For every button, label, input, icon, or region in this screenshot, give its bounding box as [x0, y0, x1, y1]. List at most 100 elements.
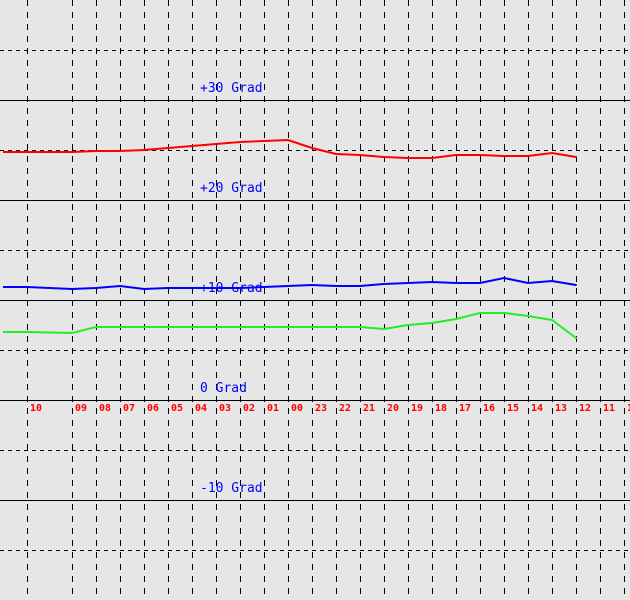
x-tick-label: 07 — [123, 403, 135, 414]
series-line-0 — [3, 138, 577, 159]
data-point — [26, 331, 28, 333]
data-point — [143, 288, 145, 290]
data-point — [479, 282, 481, 284]
data-point — [239, 326, 241, 328]
x-axis-labels: 10 09 08 07 06 05 04 03 02 01 00 23 22 21 20 19 18 17 16 15… — [30, 403, 630, 414]
y-tick-label: +30 Grad — [200, 81, 263, 96]
data-point — [119, 150, 121, 152]
data-point — [143, 326, 145, 328]
x-tick-label: 00 — [291, 403, 303, 414]
data-point — [71, 288, 73, 290]
data-point — [335, 326, 337, 328]
data-point — [407, 282, 409, 284]
series-group — [3, 138, 577, 339]
data-point — [431, 157, 433, 159]
data-point — [215, 143, 217, 145]
data-point — [191, 326, 193, 328]
data-point — [431, 322, 433, 324]
data-point — [383, 328, 385, 330]
data-point — [95, 326, 97, 328]
data-point — [26, 286, 28, 288]
data-point — [311, 284, 313, 286]
data-point — [71, 151, 73, 153]
data-point — [575, 156, 577, 158]
data-point — [479, 312, 481, 314]
data-point — [263, 286, 265, 288]
x-tick-label: 21 — [363, 403, 375, 414]
data-point — [551, 280, 553, 282]
data-point — [383, 283, 385, 285]
data-point — [143, 149, 145, 151]
x-tick-label: 17 — [459, 403, 471, 414]
x-tick-label: 14 — [531, 403, 543, 414]
x-tick-label: 03 — [219, 403, 231, 414]
x-tick-label: 12 — [579, 403, 591, 414]
series-line-2 — [3, 312, 577, 339]
x-tick-label: 09 — [75, 403, 87, 414]
data-point — [95, 150, 97, 152]
data-point — [479, 154, 481, 156]
data-point — [167, 326, 169, 328]
data-point — [287, 285, 289, 287]
data-point — [119, 326, 121, 328]
data-point — [455, 282, 457, 284]
data-point — [407, 324, 409, 326]
data-point — [503, 312, 505, 314]
data-point — [527, 155, 529, 157]
data-point — [335, 285, 337, 287]
data-point — [575, 337, 577, 339]
data-point — [551, 152, 553, 154]
data-point — [263, 140, 265, 142]
x-tick-label: 05 — [171, 403, 183, 414]
x-tick-label: 02 — [243, 403, 255, 414]
data-point — [71, 332, 73, 334]
data-point — [359, 326, 361, 328]
y-tick-label: +10 Grad — [200, 281, 263, 296]
data-point — [191, 145, 193, 147]
data-point — [407, 157, 409, 159]
y-tick-label: +20 Grad — [200, 181, 263, 196]
data-point — [335, 153, 337, 155]
data-point — [239, 287, 241, 289]
data-point — [191, 287, 193, 289]
x-tick-label: 01 — [267, 403, 279, 414]
x-tick-label: 13 — [555, 403, 567, 414]
data-point — [575, 284, 577, 286]
data-point — [215, 287, 217, 289]
data-point — [119, 285, 121, 287]
y-tick-label: -10 Grad — [200, 481, 263, 496]
x-tick-label: 1 — [627, 403, 630, 414]
data-point — [167, 147, 169, 149]
x-tick-label: 08 — [99, 403, 111, 414]
data-point — [359, 154, 361, 156]
x-tick-label: 22 — [339, 403, 351, 414]
data-point — [431, 281, 433, 283]
x-tick-label: 04 — [195, 403, 207, 414]
data-point — [287, 326, 289, 328]
series-line-1 — [3, 276, 577, 291]
x-tick-label: 19 — [411, 403, 423, 414]
data-point — [455, 318, 457, 320]
data-point — [263, 326, 265, 328]
data-point — [311, 326, 313, 328]
x-tick-label: 15 — [507, 403, 519, 414]
x-tick-label: 16 — [483, 403, 495, 414]
data-point — [383, 156, 385, 158]
data-point — [215, 326, 217, 328]
data-point — [95, 287, 97, 289]
x-tick-label: 18 — [435, 403, 447, 414]
data-point — [359, 285, 361, 287]
data-point — [311, 147, 313, 149]
data-point — [551, 319, 553, 321]
x-tick-label: 20 — [387, 403, 399, 414]
y-axis-labels: +30 Grad +20 Grad +10 Grad 0 Grad -10 Grad — [200, 81, 263, 496]
x-tick-label: 23 — [315, 403, 327, 414]
data-point — [527, 315, 529, 317]
data-point — [26, 151, 28, 153]
data-point — [455, 154, 457, 156]
x-tick-label: 11 — [603, 403, 615, 414]
x-tick-label: 10 — [30, 403, 42, 414]
data-point — [167, 287, 169, 289]
